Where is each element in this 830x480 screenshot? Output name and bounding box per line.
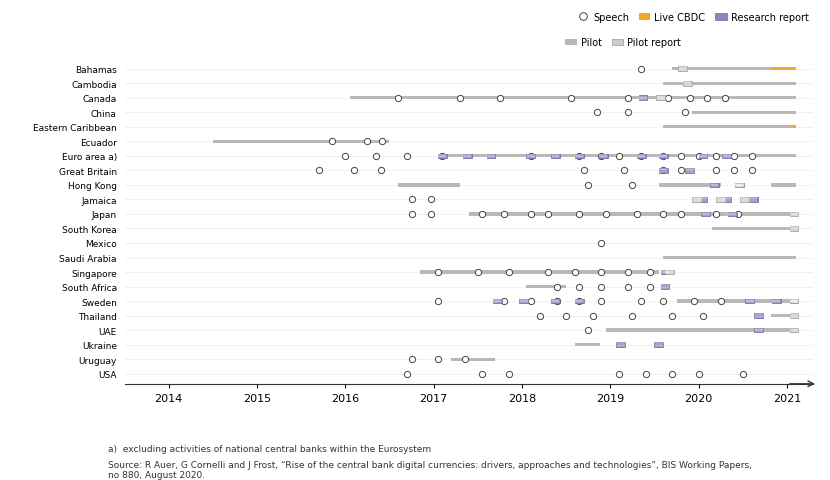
Bar <box>791 126 796 129</box>
Bar <box>735 183 744 188</box>
Bar <box>663 126 791 129</box>
Bar <box>789 313 798 318</box>
Bar <box>575 154 583 159</box>
Bar <box>740 198 749 203</box>
Bar <box>493 299 501 304</box>
Bar <box>789 299 798 304</box>
Bar <box>463 154 471 159</box>
Bar <box>665 270 674 275</box>
Bar <box>772 299 781 304</box>
Bar <box>754 313 763 318</box>
Bar <box>771 329 796 332</box>
Bar <box>661 285 670 289</box>
Text: a)  excluding activities of national central banks within the Eurosystem: a) excluding activities of national cent… <box>108 444 431 453</box>
Bar <box>722 198 731 203</box>
Bar <box>683 82 691 86</box>
Bar <box>735 183 744 188</box>
Bar <box>654 343 663 347</box>
Bar <box>606 329 771 332</box>
Bar <box>638 96 647 101</box>
Bar <box>771 184 796 187</box>
Bar <box>551 299 560 304</box>
Bar <box>526 285 566 288</box>
Bar <box>745 299 754 304</box>
Bar <box>526 154 535 159</box>
Bar <box>728 212 736 217</box>
Bar <box>701 212 710 217</box>
Bar <box>438 154 447 159</box>
Bar <box>678 67 687 72</box>
Bar <box>349 97 796 100</box>
Bar <box>520 299 528 304</box>
Bar <box>663 83 796 86</box>
Bar <box>661 270 670 275</box>
Bar <box>692 198 701 203</box>
Bar <box>691 111 796 115</box>
Bar <box>598 154 608 159</box>
Bar <box>469 213 796 216</box>
Bar <box>659 154 667 159</box>
Bar <box>769 256 796 260</box>
Bar <box>749 198 758 203</box>
Bar <box>212 141 389 144</box>
Bar <box>486 154 496 159</box>
Bar <box>551 154 560 159</box>
Bar <box>420 271 659 274</box>
Bar <box>657 96 665 101</box>
Bar <box>789 299 798 304</box>
Bar <box>710 183 719 188</box>
Bar <box>789 328 798 333</box>
Bar <box>712 228 796 230</box>
Bar <box>789 227 798 231</box>
Bar <box>442 155 796 158</box>
Legend: Pilot, Pilot report: Pilot, Pilot report <box>565 38 681 48</box>
Bar <box>686 169 694 173</box>
Bar <box>722 154 731 159</box>
Bar <box>754 328 763 333</box>
Bar <box>699 198 707 203</box>
Bar <box>676 300 796 303</box>
Bar <box>575 343 599 347</box>
Bar <box>771 314 796 317</box>
Bar <box>398 184 460 187</box>
Text: Source: R Auer, G Cornelli and J Frost, “Rise of the central bank digital curren: Source: R Auer, G Cornelli and J Frost, … <box>108 460 752 479</box>
Bar <box>637 154 646 159</box>
Bar <box>452 358 496 361</box>
Bar <box>617 343 625 347</box>
Bar <box>672 68 771 71</box>
Bar <box>716 198 725 203</box>
Bar <box>771 68 796 71</box>
Bar <box>659 169 667 173</box>
Bar <box>659 184 720 187</box>
Bar <box>699 154 707 159</box>
Bar <box>663 256 769 260</box>
Bar <box>789 212 798 217</box>
Bar <box>575 299 583 304</box>
